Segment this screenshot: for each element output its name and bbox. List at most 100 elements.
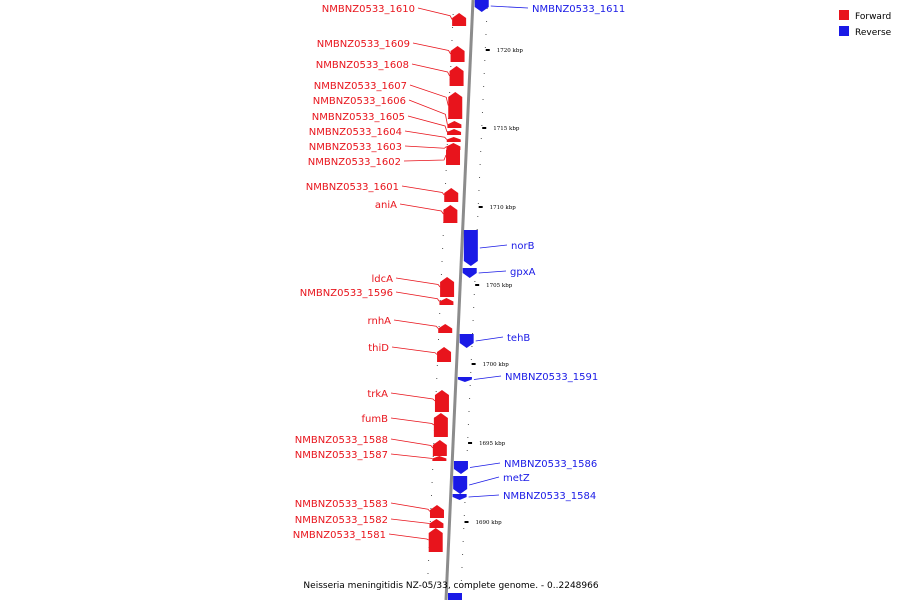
scale-dot [430,495,432,496]
label-leader-line [479,244,508,249]
forward-gene-arrow[interactable] [434,390,449,412]
forward-gene-label[interactable]: NMBNZ0533_1601 [306,182,399,193]
tick-label: 1720 kbp [497,48,524,54]
label-leader-line [399,203,444,215]
scale-dot [484,47,486,48]
forward-gene-arrow[interactable] [446,137,461,142]
forward-gene-label[interactable]: NMBNZ0533_1604 [309,127,402,138]
forward-gene-arrow[interactable] [429,505,444,518]
forward-gene-label[interactable]: NMBNZ0533_1583 [295,499,388,510]
forward-gene-label[interactable]: NMBNZ0533_1588 [295,435,388,446]
forward-gene-label[interactable]: NMBNZ0533_1609 [317,39,410,50]
reverse-gene-arrow[interactable] [457,377,472,382]
scale-dot [462,541,464,542]
scale-dot [479,164,481,165]
label-leader-line [390,518,430,524]
forward-gene-arrow[interactable] [447,121,462,128]
label-leader-line [388,533,429,541]
scale-dot [432,469,434,470]
label-leader-line [408,99,448,125]
scale-dot [446,144,448,145]
reverse-gene-arrow[interactable] [463,230,478,266]
reverse-gene-arrow[interactable] [474,0,489,12]
genome-backbone [444,0,475,600]
reverse-gene-arrow[interactable] [459,334,474,348]
label-leader-line [391,346,438,355]
forward-gene-label[interactable]: NMBNZ0533_1610 [322,4,415,15]
forward-gene-arrow[interactable] [444,188,459,202]
scale-dot [452,14,454,15]
forward-gene-label[interactable]: fumB [362,414,389,425]
reverse-gene-label[interactable]: NMBNZ0533_1584 [503,491,596,502]
scale-dot [473,307,475,308]
forward-gene-arrow[interactable] [429,519,444,528]
forward-gene-label[interactable]: NMBNZ0533_1603 [309,142,402,153]
label-leader-line [468,494,500,498]
forward-gene-arrow[interactable] [439,298,454,305]
scale-dot [451,40,453,41]
forward-gene-arrow[interactable] [443,205,458,223]
forward-gene-arrow[interactable] [452,13,467,26]
label-leader-line [475,336,504,342]
forward-gene-arrow[interactable] [440,277,455,297]
forward-gene-arrow[interactable] [448,92,463,119]
forward-gene-label[interactable]: ldcA [372,274,394,285]
reverse-gene-label[interactable]: NMBNZ0533_1611 [532,4,625,15]
reverse-gene-arrow[interactable] [462,268,477,278]
reverse-gene-arrow[interactable] [452,494,467,500]
forward-gene-arrow[interactable] [449,66,464,86]
forward-gene-label[interactable]: thiD [368,343,389,354]
scale-dot [436,365,438,366]
legend-forward-swatch [839,10,849,20]
label-leader-line [417,7,453,20]
forward-gene-label[interactable]: aniA [375,200,397,211]
forward-gene-arrow[interactable] [437,347,452,362]
tick-mark [485,49,490,51]
forward-gene-arrow[interactable] [450,46,465,62]
forward-gene-label[interactable]: NMBNZ0533_1608 [316,60,409,71]
forward-gene-label[interactable]: trkA [367,389,388,400]
scale-dot [483,86,485,87]
scale-dot [470,359,472,360]
scale-dot [441,261,443,262]
forward-gene-label[interactable]: rnhA [368,316,392,327]
forward-gene-label[interactable]: NMBNZ0533_1607 [314,81,407,92]
label-leader-line [478,270,507,274]
reverse-gene-label[interactable]: tehB [507,333,530,344]
forward-gene-arrow[interactable] [428,528,443,552]
reverse-gene-arrow[interactable] [453,461,468,474]
reverse-gene-label[interactable]: NMBNZ0533_1586 [504,459,597,470]
forward-gene-label[interactable]: NMBNZ0533_1596 [300,288,393,299]
reverse-gene-label[interactable]: metZ [503,473,530,484]
legend-forward-label: Forward [855,12,891,22]
forward-gene-label[interactable]: NMBNZ0533_1605 [312,112,405,123]
forward-gene-arrow[interactable] [438,324,453,333]
label-leader-line [404,130,448,140]
forward-gene-label[interactable]: NMBNZ0533_1581 [293,530,386,541]
tick-label: 1715 kbp [493,126,520,132]
forward-gene-label[interactable]: NMBNZ0533_1582 [295,515,388,526]
label-leader-line [407,115,448,133]
legend-reverse-label: Reverse [855,28,892,38]
reverse-gene-label[interactable]: NMBNZ0533_1591 [505,372,598,383]
scale-dot [445,170,447,171]
forward-gene-arrow[interactable] [432,456,447,461]
forward-gene-label[interactable]: NMBNZ0533_1587 [295,450,388,461]
forward-gene-arrow[interactable] [433,413,448,437]
scale-dot [478,190,480,191]
scale-dot [463,528,465,529]
forward-gene-label[interactable]: NMBNZ0533_1606 [313,96,406,107]
forward-gene-arrow[interactable] [446,145,461,165]
reverse-gene-arrow[interactable] [448,593,462,600]
forward-gene-arrow[interactable] [447,129,462,135]
label-leader-line [403,154,447,162]
reverse-gene-arrow[interactable] [453,476,468,494]
scale-dot [445,183,447,184]
reverse-gene-label[interactable]: norB [511,241,535,252]
scale-dot [480,151,482,152]
scale-dot [442,235,444,236]
forward-gene-label[interactable]: NMBNZ0533_1602 [308,157,401,168]
reverse-gene-label[interactable]: gpxA [510,267,536,278]
forward-gene-arrow[interactable] [432,440,447,456]
scale-dot [482,99,484,100]
